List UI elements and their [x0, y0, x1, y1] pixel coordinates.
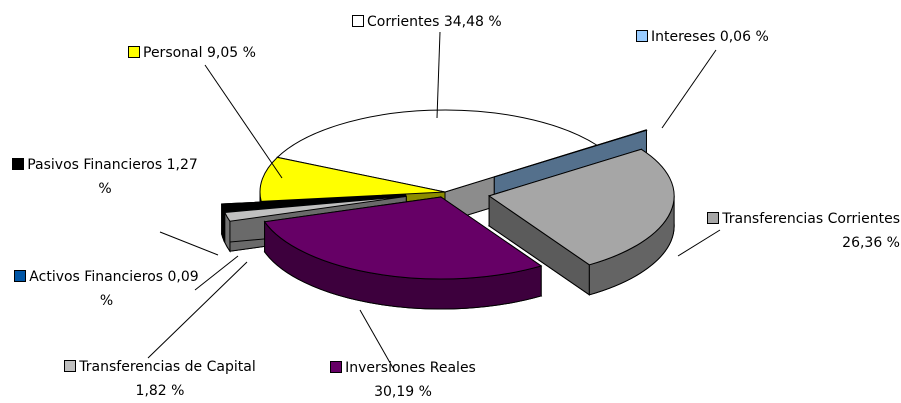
slice [221, 194, 406, 211]
legend-swatch [330, 361, 343, 373]
slice-label: Transferencias de Capital 1,82 % [60, 355, 260, 403]
slice [224, 195, 407, 222]
legend-swatch [352, 15, 364, 27]
leader-line [159, 231, 219, 256]
slice-label: Inversiones Reales 30,19 % [318, 356, 488, 403]
leader-line [194, 255, 239, 291]
value-label: 1,27 % [98, 157, 198, 197]
slice-label: Pasivos Financieros 1,27 % [10, 153, 200, 201]
slice [223, 194, 406, 212]
legend-swatch [14, 270, 27, 282]
leader-line [677, 229, 721, 257]
category-label: Personal [143, 45, 203, 61]
category-label: Transferencias Corrientes [722, 211, 900, 227]
value-label: 30,19 % [374, 384, 432, 400]
value-label: 1,82 % [135, 383, 185, 399]
category-label: Intereses [651, 29, 716, 45]
leader-line [436, 31, 441, 119]
leader-line [661, 49, 717, 129]
slice-label: Transferencias Corrientes 26,36 % [700, 207, 900, 255]
slice-label: Corrientes 34,48 % [352, 10, 552, 34]
category-label: Transferencias de Capital [79, 359, 256, 375]
category-label: Corrientes [367, 14, 440, 30]
value-label: 0,06 % [719, 29, 769, 45]
slice-label: Activos Financieros 0,09 % [14, 265, 199, 313]
slice [487, 148, 675, 266]
legend-swatch [64, 360, 77, 372]
legend-swatch [128, 46, 140, 58]
legend-swatch [12, 158, 25, 170]
category-label: Pasivos Financieros [27, 157, 163, 173]
legend-swatch [636, 30, 648, 42]
leader-line [204, 64, 283, 179]
category-label: Inversiones Reales [345, 360, 476, 376]
category-label: Activos Financieros [29, 269, 164, 285]
slice [263, 196, 543, 280]
slice [259, 156, 446, 202]
value-label: 0,09 % [99, 269, 199, 309]
leader-line [359, 309, 394, 369]
value-label: 9,05 % [206, 45, 256, 61]
slice-label: Intereses 0,06 % [636, 25, 826, 49]
slice [276, 109, 598, 193]
leader-line [147, 261, 248, 359]
value-label: 34,48 % [443, 14, 502, 30]
slice [494, 129, 648, 178]
value-label: 26,36 % [842, 235, 900, 251]
legend-swatch [707, 212, 720, 224]
slice-label: Personal 9,05 % [128, 41, 328, 65]
